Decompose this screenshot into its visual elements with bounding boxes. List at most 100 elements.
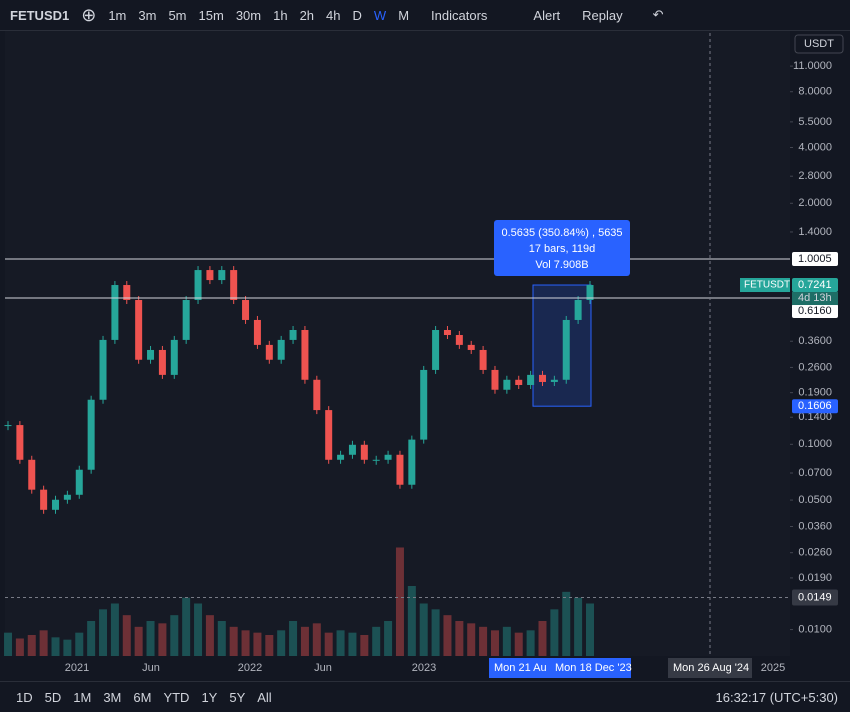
interval[interactable]: D: [352, 7, 362, 23]
interval[interactable]: 3m: [138, 7, 157, 23]
volume-bar: [99, 609, 108, 656]
range-button[interactable]: All: [257, 689, 272, 705]
candle: [538, 374, 546, 382]
volume-bar: [312, 623, 321, 656]
candle: [503, 379, 511, 390]
range-button[interactable]: 5Y: [229, 689, 246, 705]
volume-bar: [490, 630, 499, 656]
candle: [360, 444, 368, 460]
candle: [182, 300, 190, 340]
alert[interactable]: Alert: [533, 7, 561, 23]
range-button[interactable]: 6M: [133, 689, 152, 705]
measure-tooltip-line: 0.5635 (350.84%) , 5635: [501, 227, 622, 239]
y-tick-label: 0.1000: [798, 438, 832, 450]
chart: USDT 11.0000 8.0000 5.5000 4.0000 2.8000 2.000…: [4, 31, 844, 678]
volume-bar: [146, 621, 155, 656]
countdown: 4d 13h: [798, 292, 832, 304]
candle: [467, 344, 475, 350]
candle: [574, 300, 582, 320]
y-tick-label: 0.0190: [798, 572, 832, 584]
price-pill: [792, 252, 838, 267]
interval[interactable]: 15m: [198, 7, 224, 23]
volume-bar: [586, 603, 594, 656]
range-button[interactable]: 1D: [16, 689, 33, 705]
y-tick-label: 1.4000: [798, 226, 832, 238]
volume-bar: [300, 626, 309, 656]
candle: [111, 285, 119, 340]
range-button[interactable]: 1Y: [201, 689, 218, 705]
x-highlight-label: Mon 18 Dec '23: [555, 662, 632, 674]
volume-bar: [110, 603, 119, 656]
x-tick-label: Jun: [314, 662, 332, 674]
interval[interactable]: 30m: [235, 7, 262, 23]
candle: [491, 369, 499, 390]
candle: [147, 349, 155, 360]
volume-bar: [360, 635, 369, 656]
price-pill: [792, 589, 838, 606]
interval[interactable]: 1h: [273, 7, 288, 23]
symbol[interactable]: FETUSD1: [10, 7, 70, 23]
candle: [242, 300, 250, 320]
candle: [289, 329, 297, 340]
symbol-tag: [740, 278, 790, 293]
x-tick-label: 2021: [65, 662, 89, 674]
volume-bar: [265, 635, 274, 656]
candle: [28, 459, 36, 490]
candle: [16, 425, 24, 460]
x-highlight: [489, 658, 550, 678]
price-pill-label: 1.0005: [798, 253, 832, 265]
y-tick-label: 0.0260: [798, 547, 832, 559]
y-tick-label: 0.1400: [798, 411, 832, 423]
y-tick-label: 2.8000: [798, 170, 832, 182]
candle: [301, 329, 309, 380]
interval[interactable]: M: [398, 7, 410, 23]
interval[interactable]: W: [373, 7, 387, 23]
volume-bar: [182, 597, 191, 656]
candle: [52, 499, 60, 510]
volume-bar: [51, 637, 60, 656]
add-symbol[interactable]: ⊕: [81, 4, 97, 25]
volume-bar: [550, 609, 559, 656]
interval[interactable]: 4h: [326, 7, 341, 23]
volume-bar: [443, 615, 452, 656]
x-tick-label: Jun: [142, 662, 160, 674]
candle: [218, 270, 226, 281]
candle: [527, 374, 535, 385]
volume-bar: [229, 626, 238, 656]
volume-bar: [217, 621, 226, 656]
volume-bar: [4, 632, 12, 656]
candle: [550, 379, 558, 382]
volume-bar: [372, 626, 381, 656]
candle: [206, 270, 214, 281]
candle: [40, 489, 48, 510]
y-tick-label: 0.0500: [798, 494, 832, 506]
candle: [277, 339, 285, 360]
candle: [158, 349, 166, 375]
indicators[interactable]: Indicators: [431, 7, 488, 23]
x-highlight-label: Mon 21 Au: [494, 662, 547, 674]
volume-bar: [514, 632, 523, 656]
range-button[interactable]: 1M: [73, 689, 92, 705]
candle: [562, 319, 570, 380]
bottom-bar: 1D 5D 1M 3M 6M YTD 1Y 5Y All 16:32:17 (UTC+5:30): [0, 681, 850, 712]
interval[interactable]: 2h: [299, 7, 315, 23]
replay[interactable]: Replay: [582, 7, 623, 23]
price-pill-label: 0.1606: [798, 400, 832, 412]
interval[interactable]: 5m: [168, 7, 187, 23]
interval[interactable]: 1m: [108, 7, 127, 23]
undo[interactable]: ↶: [652, 7, 664, 22]
candle: [396, 454, 404, 485]
range-button[interactable]: YTD: [163, 689, 190, 705]
volume-bar: [122, 615, 131, 656]
y-tick-label: 8.0000: [798, 86, 832, 98]
range-button[interactable]: 3M: [103, 689, 122, 705]
candle: [194, 270, 202, 301]
range-button[interactable]: 5D: [44, 689, 62, 705]
x-highlight: [550, 658, 631, 678]
candle: [313, 379, 321, 411]
volume-bar: [348, 632, 357, 656]
candle: [372, 459, 380, 461]
candle: [123, 285, 131, 301]
measure-box: [532, 284, 592, 407]
volume-bar: [170, 615, 179, 656]
